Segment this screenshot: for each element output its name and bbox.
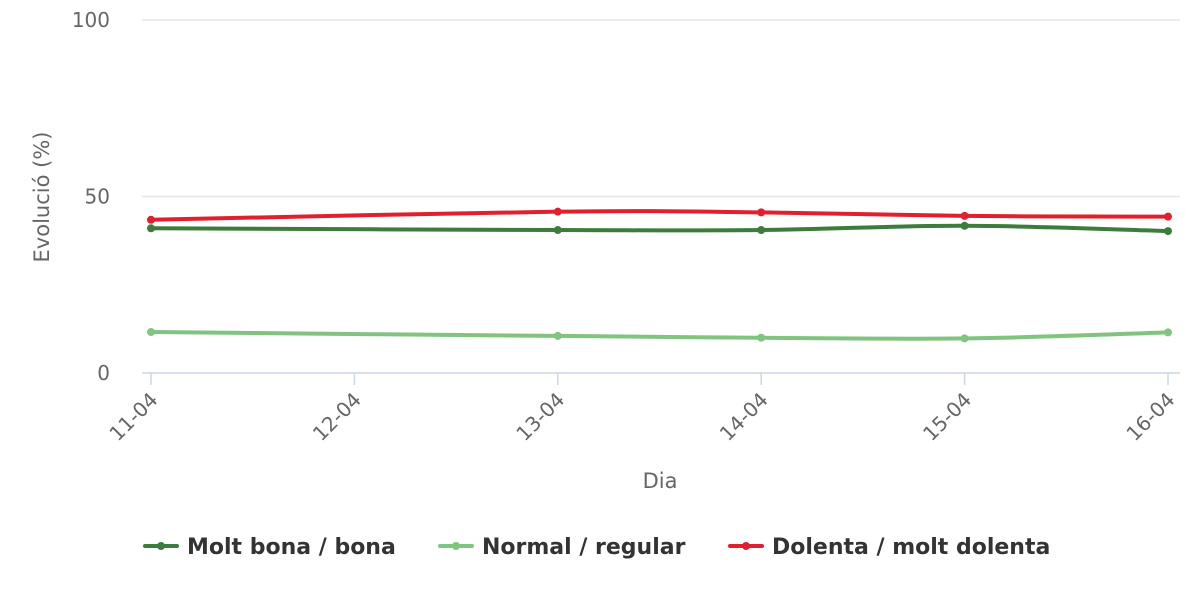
y-tick-label: 50 bbox=[85, 185, 110, 209]
grid-lines bbox=[142, 19, 1180, 198]
legend-marker bbox=[452, 542, 460, 550]
y-tick-label: 0 bbox=[97, 361, 110, 385]
series-lines bbox=[147, 207, 1172, 343]
data-point bbox=[757, 333, 766, 342]
legend-label: Molt bona / bona bbox=[187, 535, 396, 560]
data-point bbox=[147, 215, 155, 224]
data-point bbox=[1164, 328, 1172, 337]
legend: Molt bona / bona Normal / regular Dolenta … bbox=[143, 535, 1050, 560]
data-point bbox=[960, 334, 969, 343]
legend-item-0: Molt bona / bona bbox=[143, 535, 396, 560]
x-tick-label: 13-04 bbox=[511, 388, 569, 446]
legend-item-1: Normal / regular bbox=[438, 535, 686, 560]
legend-marker bbox=[742, 542, 750, 550]
data-point bbox=[147, 224, 155, 233]
data-point bbox=[553, 226, 562, 235]
legend-label: Normal / regular bbox=[482, 535, 686, 560]
y-axis-title: Evolució (%) bbox=[30, 132, 54, 263]
data-point bbox=[553, 207, 562, 216]
series-line bbox=[149, 223, 1170, 234]
series-2 bbox=[147, 207, 1172, 224]
x-tick-labels: 11-04 12-04 13-04 14-04 15-04 16-04 bbox=[104, 388, 1179, 446]
data-point bbox=[757, 226, 766, 235]
data-point bbox=[1164, 212, 1172, 221]
data-point bbox=[553, 331, 562, 340]
legend-marker bbox=[157, 542, 165, 550]
x-axis bbox=[142, 372, 1180, 385]
x-tick-label: 11-04 bbox=[104, 388, 162, 446]
data-point bbox=[1164, 227, 1172, 236]
series-0 bbox=[147, 221, 1172, 236]
series-line bbox=[149, 209, 1170, 222]
legend-item-2: Dolenta / molt dolenta bbox=[728, 535, 1050, 560]
y-tick-label: 100 bbox=[72, 8, 110, 32]
x-tick-label: 12-04 bbox=[308, 388, 366, 446]
legend-label: Dolenta / molt dolenta bbox=[772, 535, 1050, 560]
x-tick-label: 14-04 bbox=[715, 388, 773, 446]
y-tick-labels: 0 50 100 bbox=[72, 8, 110, 385]
data-point bbox=[960, 211, 969, 220]
x-axis-title: Dia bbox=[643, 469, 678, 493]
series-line bbox=[149, 330, 1170, 341]
series-1 bbox=[147, 328, 1172, 343]
x-tick-label: 16-04 bbox=[1121, 388, 1179, 446]
x-tick-label: 15-04 bbox=[918, 388, 976, 446]
data-point bbox=[147, 328, 155, 337]
data-point bbox=[960, 221, 969, 230]
data-point bbox=[757, 208, 766, 217]
